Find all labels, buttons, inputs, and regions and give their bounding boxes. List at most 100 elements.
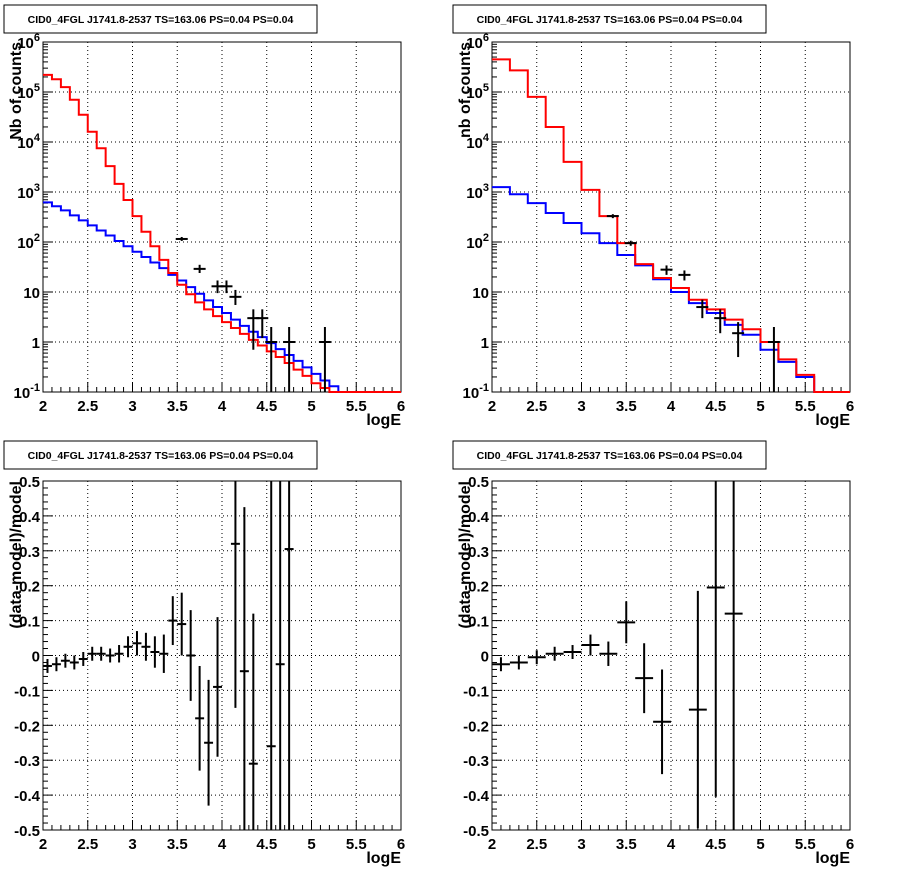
y-tick-label: -0.2 (14, 718, 40, 735)
y-tick-label: 0.5 (19, 474, 40, 491)
x-tick-label: 4 (667, 836, 676, 853)
x-axis-title: logE (815, 850, 850, 867)
x-tick-label: 3 (577, 398, 585, 415)
x-tick-label: 6 (846, 398, 854, 415)
x-tick-label: 4.5 (705, 398, 726, 415)
y-tick-label: 0.1 (19, 614, 40, 631)
y-tick-label: 103 (17, 182, 40, 202)
y-tick-label: -0.3 (14, 753, 40, 770)
x-tick-label: 5.5 (346, 398, 367, 415)
x-tick-label: 4 (218, 398, 227, 415)
x-tick-label: 5 (307, 398, 315, 415)
y-axis-title: Nb of counts (8, 42, 25, 140)
red-model-histogram (492, 58, 850, 393)
y-tick-label: -0.3 (463, 753, 489, 770)
y-axis-title: (data-model)/model (457, 481, 474, 629)
y-tick-label: 10 (472, 285, 489, 302)
y-tick-label: 10 (23, 285, 40, 302)
red-model-histogram (43, 73, 401, 393)
y-tick-label: 10-1 (463, 382, 489, 402)
chart-panel-3: 2 2.5 3 3.5 4 4.5 5 5.5 6 -0.5 -0.4 -0.3 -0.2 -0.1 0 0.… (3, 440, 405, 867)
y-tick-label: 0.1 (468, 614, 489, 631)
title-box: CID0_4FGL J1741.8-2537 TS=163.06 PS=0.04… (3, 4, 318, 34)
x-tick-label: 4 (667, 398, 676, 415)
y-tick-label: 0 (481, 649, 489, 666)
x-tick-label: 5.5 (795, 836, 816, 853)
x-tick-label: 5 (756, 836, 764, 853)
x-tick-label: 4.5 (256, 398, 277, 415)
chart-title: CID0_4FGL J1741.8-2537 TS=163.06 PS=0.04… (477, 450, 743, 462)
title-box-frame (452, 4, 767, 34)
x-tick-label: 2 (488, 398, 496, 415)
y-tick-label: 0.3 (468, 544, 489, 561)
y-tick-label: 0.4 (468, 509, 490, 526)
blue-model-histogram (43, 201, 401, 393)
x-tick-label: 5.5 (346, 836, 367, 853)
x-tick-label: 4.5 (256, 836, 277, 853)
y-tick-label: 104 (466, 132, 490, 152)
title-box-frame (3, 4, 318, 34)
y-tick-label: 0.4 (19, 509, 41, 526)
title-box-frame (3, 440, 318, 470)
x-tick-label: 5 (756, 398, 764, 415)
y-tick-label: 1 (32, 335, 40, 352)
x-tick-label: 2.5 (77, 836, 98, 853)
chart-title: CID0_4FGL J1741.8-2537 TS=163.06 PS=0.04… (28, 14, 294, 26)
x-tick-label: 2 (39, 836, 47, 853)
y-tick-label: -0.1 (463, 683, 489, 700)
y-tick-label: 0.2 (19, 579, 40, 596)
x-tick-label: 6 (846, 836, 854, 853)
y-tick-label: -0.4 (14, 788, 41, 805)
y-tick-label: -0.1 (14, 683, 40, 700)
x-tick-label: 6 (397, 836, 405, 853)
x-tick-label: 3.5 (167, 398, 188, 415)
x-tick-label: 3 (128, 836, 136, 853)
y-tick-label: -0.5 (463, 823, 489, 840)
x-tick-label: 2.5 (526, 398, 547, 415)
x-tick-label: 4 (218, 836, 227, 853)
y-tick-label: 105 (17, 82, 40, 102)
x-tick-label: 2.5 (77, 398, 98, 415)
title-box: CID0_4FGL J1741.8-2537 TS=163.06 PS=0.04… (452, 440, 767, 470)
y-tick-label: 0.5 (468, 474, 489, 491)
chart-panel-1: 2 2.5 3 3.5 4 4.5 5 5.5 6 10-1 1 10 102 103 104 105 106 l… (3, 4, 405, 429)
y-tick-label: 104 (17, 132, 41, 152)
chart-title: CID0_4FGL J1741.8-2537 TS=163.06 PS=0.04… (28, 450, 294, 462)
x-tick-label: 3 (128, 398, 136, 415)
x-tick-label: 3 (577, 836, 585, 853)
y-tick-label: 102 (17, 232, 40, 252)
y-tick-label: 105 (466, 82, 489, 102)
y-tick-label: 0 (32, 649, 40, 666)
title-box: CID0_4FGL J1741.8-2537 TS=163.06 PS=0.04… (3, 440, 318, 470)
x-tick-label: 2 (488, 836, 496, 853)
chart-title: CID0_4FGL J1741.8-2537 TS=163.06 PS=0.04… (477, 14, 743, 26)
y-tick-label: -0.4 (463, 788, 490, 805)
y-tick-label: 106 (17, 32, 40, 52)
chart-panel-4: 2 2.5 3 3.5 4 4.5 5 5.5 6 -0.5 -0.4 -0.3 -0.2 -0.1 0 0.… (452, 440, 854, 867)
y-tick-label: 0.2 (468, 579, 489, 596)
x-axis-title: logE (366, 850, 401, 867)
x-tick-label: 5 (307, 836, 315, 853)
y-tick-label: 0.3 (19, 544, 40, 561)
y-tick-label: 10-1 (14, 382, 40, 402)
x-tick-label: 2.5 (526, 836, 547, 853)
x-tick-label: 3.5 (616, 398, 637, 415)
y-tick-label: 102 (466, 232, 489, 252)
title-box-frame (452, 440, 767, 470)
y-tick-label: 1 (481, 335, 489, 352)
x-tick-label: 3.5 (616, 836, 637, 853)
x-axis-title: logE (815, 412, 850, 429)
y-tick-label: -0.2 (463, 718, 489, 735)
y-axis-title: nb of counts (457, 42, 474, 138)
y-axis-title: (data-model)/model (8, 481, 25, 629)
x-tick-label: 2 (39, 398, 47, 415)
y-tick-label: -0.5 (14, 823, 40, 840)
y-tick-label: 106 (466, 32, 489, 52)
x-tick-label: 6 (397, 398, 405, 415)
x-axis-title: logE (366, 412, 401, 429)
x-tick-label: 5.5 (795, 398, 816, 415)
x-tick-label: 4.5 (705, 836, 726, 853)
y-tick-label: 103 (466, 182, 489, 202)
x-tick-label: 3.5 (167, 836, 188, 853)
